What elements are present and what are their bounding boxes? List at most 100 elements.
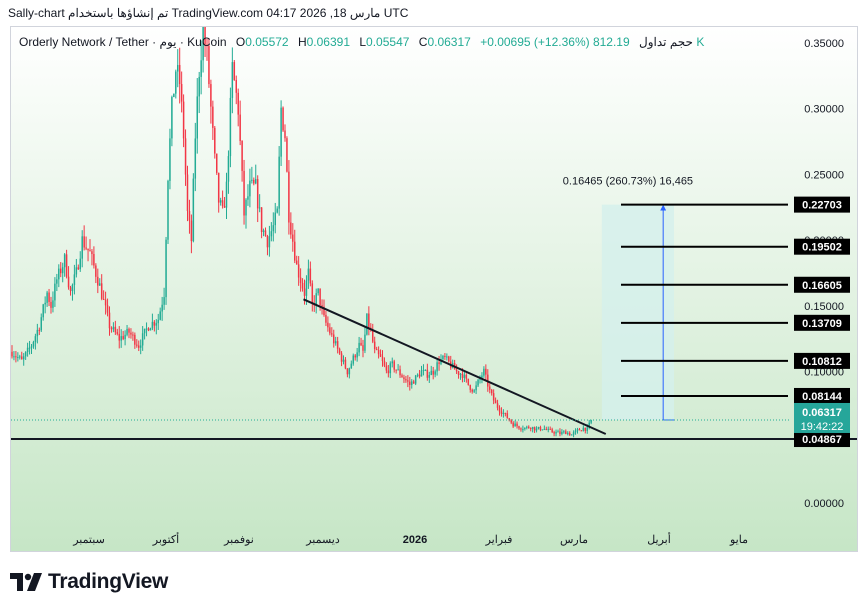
projection-box — [601, 204, 674, 420]
candle-body — [231, 62, 234, 98]
candle-body — [294, 241, 296, 261]
level-badge — [794, 352, 850, 369]
x-axis-tick-label: ديسمبر — [305, 534, 340, 546]
candle-body — [286, 138, 288, 172]
candle-body — [317, 288, 319, 294]
candle-body — [99, 283, 101, 286]
level-badge — [794, 431, 850, 448]
tradingview-logo-icon — [10, 573, 42, 591]
candle-body — [112, 326, 115, 330]
candle-body — [260, 207, 263, 232]
candle-body — [483, 368, 485, 376]
candle-body — [541, 429, 544, 431]
candle-body — [262, 230, 265, 232]
candle-body — [547, 428, 549, 430]
legend-open-value: 0.05572 — [245, 35, 289, 49]
x-axis-tick-label: مارس — [560, 534, 588, 546]
publish-datetime: مارس 18, 2026 04:17 UTC — [266, 6, 409, 20]
candle-body — [574, 430, 577, 433]
candle-body — [424, 369, 427, 371]
candle-body — [475, 385, 477, 391]
candle-body — [239, 114, 241, 141]
candle-body — [377, 350, 380, 355]
candle-body — [97, 276, 99, 286]
candle-body — [272, 225, 275, 232]
candle-body — [136, 344, 138, 346]
candle-body — [360, 342, 362, 346]
candle-body — [461, 373, 464, 378]
candle-body — [407, 380, 409, 382]
candle-body — [46, 292, 48, 303]
candle-body — [553, 432, 555, 434]
candle-body — [576, 429, 579, 431]
candle-body — [325, 314, 327, 323]
candle-body — [526, 426, 528, 428]
candle-body — [274, 212, 276, 226]
chart-pane[interactable]: 0.16465 (260.73%) 16,465 0.35000 0.30000 0… — [10, 26, 858, 552]
candle-body — [71, 284, 74, 292]
tradingview-branding[interactable]: TradingView — [10, 570, 168, 594]
candle-body — [352, 355, 354, 364]
price-chart[interactable]: 0.16465 (260.73%) 16,465 0.35000 0.30000 0… — [11, 27, 857, 551]
candle-body — [264, 230, 267, 237]
candle-body — [60, 268, 62, 274]
candle-body — [362, 345, 364, 351]
candle-body — [510, 420, 512, 423]
candle-body — [32, 341, 35, 347]
candle-body — [502, 412, 505, 414]
candle-body — [381, 356, 384, 362]
chart-legend: Orderly Network / Tether · يوم · KuCoin … — [19, 35, 705, 49]
candle-body — [489, 386, 491, 390]
candle-body — [397, 369, 399, 371]
candle-body — [157, 319, 159, 324]
legend-exchange: KuCoin — [187, 35, 227, 49]
candle-body — [44, 302, 46, 305]
candle-body — [245, 199, 247, 216]
username: Sally-chart — [8, 6, 65, 20]
candle-body — [563, 431, 565, 433]
candle-body — [85, 247, 87, 249]
candle-body — [122, 336, 124, 340]
candle-body — [311, 283, 314, 304]
candle-body — [145, 328, 148, 330]
candle-body — [216, 153, 218, 173]
candle-body — [375, 349, 378, 351]
candle-body — [284, 130, 286, 139]
candle-body — [389, 363, 392, 374]
candle-body — [463, 374, 466, 378]
candle-body — [344, 359, 347, 369]
candle-body — [130, 332, 132, 335]
candle-body — [411, 381, 413, 385]
candle-body — [38, 329, 41, 331]
candle-body — [409, 381, 411, 385]
candle-body — [403, 377, 405, 380]
candle-body — [34, 336, 37, 342]
candle-body — [561, 431, 563, 434]
candle-body — [336, 341, 339, 349]
candle-body — [405, 379, 407, 381]
candle-body — [110, 328, 113, 330]
candle-body — [247, 196, 249, 200]
candle-body — [512, 422, 514, 427]
candle-body — [194, 138, 197, 179]
candle-body — [567, 432, 569, 435]
candle-body — [182, 101, 185, 139]
candle-body — [500, 411, 503, 414]
candle-body — [186, 174, 189, 211]
candle-body — [496, 403, 499, 408]
level-label: 0.04867 — [802, 434, 842, 446]
candle-body — [590, 419, 592, 423]
candle-body — [225, 181, 228, 208]
candle-body — [368, 313, 370, 328]
candle-body — [524, 427, 526, 430]
candle-body — [582, 427, 585, 431]
candle-body — [295, 260, 298, 265]
candle-body — [202, 27, 204, 61]
legend-close-label: C — [418, 35, 428, 49]
candle-body — [58, 268, 60, 280]
candle-body — [533, 426, 536, 431]
candle-body — [350, 363, 353, 369]
candle-body — [169, 138, 171, 181]
candle-body — [100, 283, 103, 299]
candle-body — [356, 352, 358, 358]
